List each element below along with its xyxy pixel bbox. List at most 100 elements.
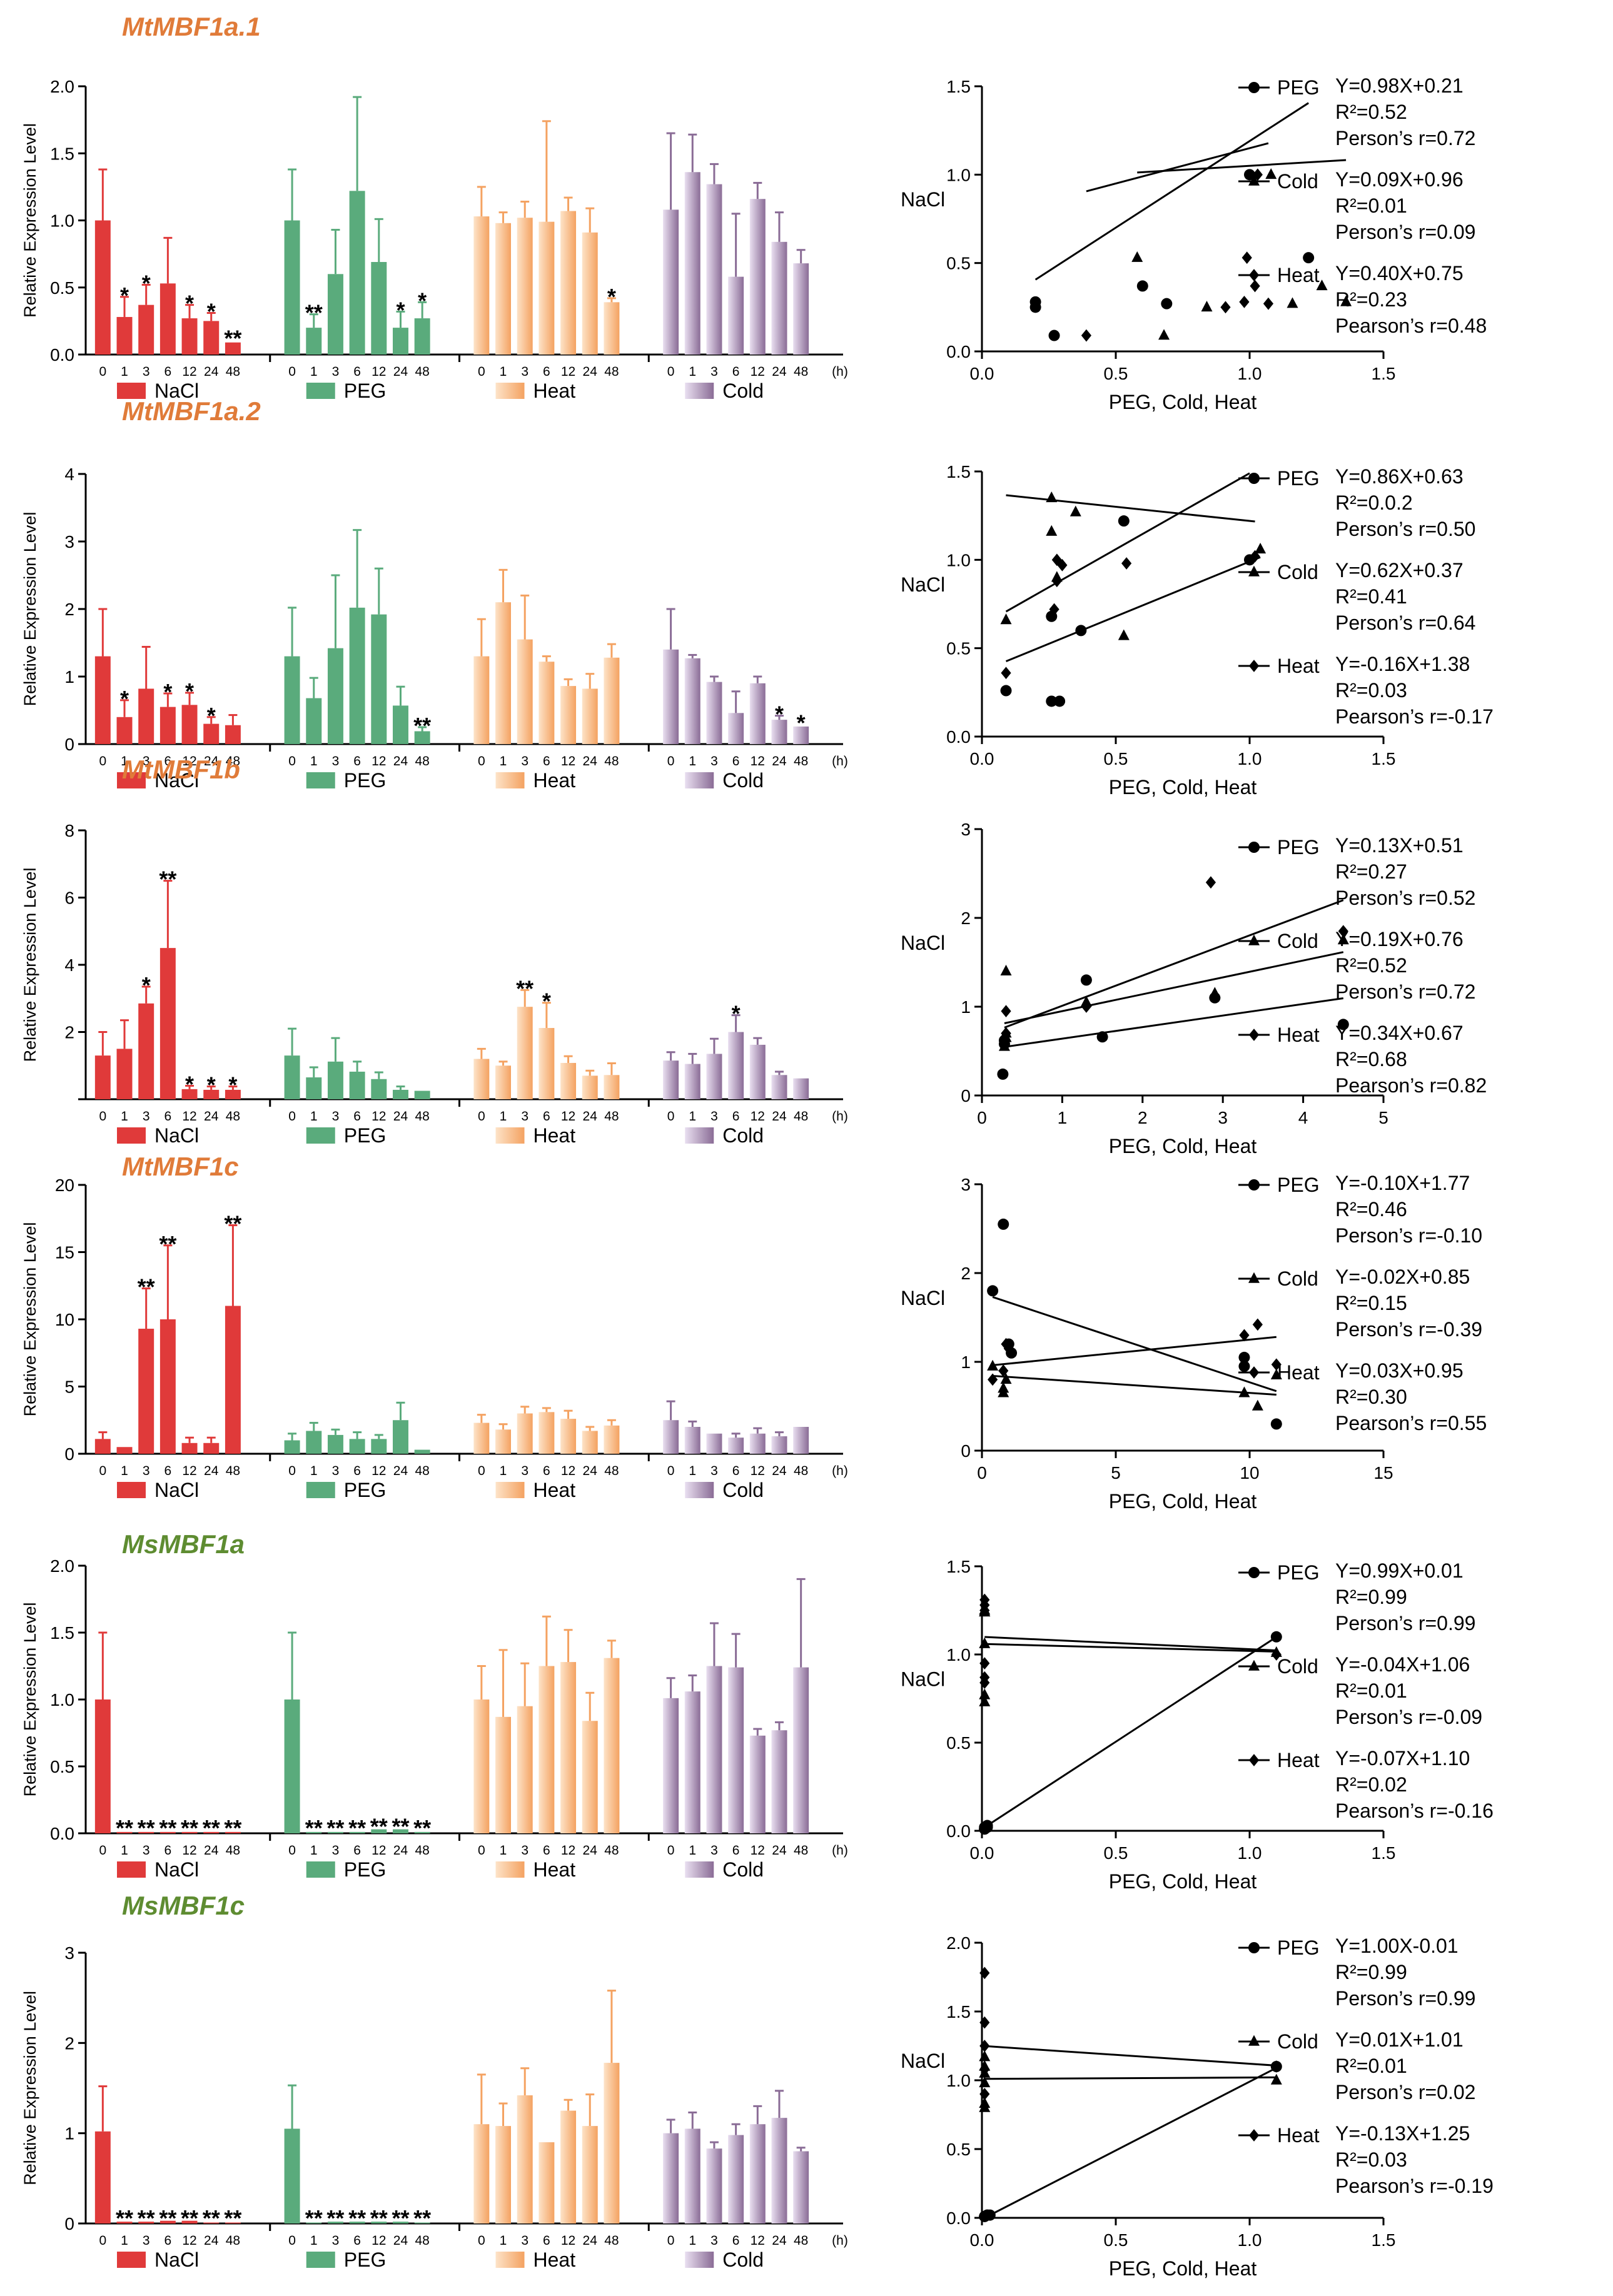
- legend-label: Heat: [1277, 655, 1320, 677]
- diamond-point: [1121, 557, 1132, 570]
- r-squared: R²=0.27: [1335, 860, 1407, 883]
- significance-mark: **: [203, 1815, 220, 1841]
- y-tick-label: 1.5: [946, 2002, 971, 2022]
- x-tick-label: 1: [310, 754, 318, 768]
- x-tick-label: 6: [543, 2233, 550, 2248]
- legend-label: Heat: [533, 380, 576, 402]
- bar: [138, 1003, 154, 1099]
- r-squared: R²=0.68: [1335, 1048, 1407, 1070]
- diamond-point: [1220, 301, 1231, 314]
- y-axis-label: NaCl: [901, 573, 945, 596]
- bar: [793, 726, 809, 744]
- bar: [138, 1831, 154, 1833]
- legend-label: Cold: [722, 1124, 764, 1147]
- legend-swatch: [117, 2252, 146, 2268]
- bar: [371, 261, 387, 355]
- x-tick-label: 12: [182, 1109, 196, 1124]
- y-tick-label: 0.5: [946, 254, 971, 273]
- x-tick-label: 48: [226, 1464, 240, 1478]
- legend-swatch: [495, 772, 525, 788]
- circle-point: [979, 2210, 991, 2222]
- x-tick-label: 6: [732, 1843, 740, 1858]
- triangle-point: [1248, 1272, 1260, 1283]
- x-tick-label: 0: [478, 1464, 485, 1478]
- circle-point: [1270, 1631, 1282, 1643]
- x-tick-label: 6: [164, 2233, 172, 2248]
- y-tick-label: 1.0: [50, 211, 74, 231]
- diamond-point: [1001, 1337, 1011, 1351]
- x-tick-label: 12: [372, 1109, 386, 1124]
- y-tick-label: 0.5: [946, 2140, 971, 2159]
- x-tick-label: 24: [204, 1464, 219, 1478]
- r-squared: R²=0.02: [1335, 1773, 1407, 1796]
- significance-mark: **: [116, 1815, 133, 1841]
- bar: [473, 216, 490, 355]
- triangle-point: [1201, 300, 1213, 312]
- x-tick-label: 1: [500, 1843, 507, 1858]
- x-tick-label: 0.0: [970, 2230, 994, 2250]
- bar: [771, 1075, 787, 1099]
- correlation-coefficient: Person’s r=-0.39: [1335, 1318, 1482, 1341]
- x-unit-label: (h): [832, 2233, 848, 2248]
- significance-mark: **: [370, 2205, 388, 2231]
- significance-mark: *: [607, 284, 616, 310]
- legend-label: Cold: [722, 769, 764, 792]
- x-tick-label: 6: [353, 365, 361, 379]
- x-tick-label: 24: [772, 1464, 787, 1478]
- significance-mark: **: [326, 2205, 344, 2231]
- bar: [327, 1061, 343, 1099]
- x-tick-label: 0: [478, 1109, 485, 1124]
- bar: [203, 723, 220, 744]
- bar: [582, 232, 598, 355]
- x-tick-label: 6: [353, 2233, 361, 2248]
- x-axis-label: PEG, Cold, Heat: [1109, 1135, 1257, 1157]
- diamond-point: [1001, 667, 1011, 680]
- bar: [181, 705, 198, 744]
- r-squared: R²=0.0.2: [1335, 491, 1413, 514]
- gene-title: MtMBF1c: [122, 1152, 239, 1181]
- correlation-coefficient: Pearson’s r=0.48: [1335, 315, 1487, 337]
- bar: [539, 662, 555, 744]
- y-axis-label: NaCl: [901, 2050, 945, 2072]
- x-tick-label: 48: [604, 2233, 619, 2248]
- y-tick-label: 1.5: [50, 144, 74, 163]
- bar: [159, 283, 176, 355]
- legend-label: Cold: [722, 2248, 764, 2271]
- x-tick-label: 12: [751, 1464, 765, 1478]
- x-tick-label: 0: [99, 1843, 106, 1858]
- bar: [706, 184, 722, 355]
- x-tick-label: 3: [143, 754, 150, 768]
- x-tick-label: 12: [372, 2233, 386, 2248]
- legend-label: Cold: [1277, 2030, 1318, 2053]
- x-tick-label: 1: [689, 2233, 696, 2248]
- significance-mark: **: [138, 1274, 155, 1300]
- x-tick-label: 24: [583, 754, 598, 768]
- x-tick-label: 48: [604, 754, 619, 768]
- x-tick-label: 3: [143, 365, 150, 379]
- circle-point: [1248, 1179, 1260, 1191]
- legend-label: PEG: [344, 1858, 387, 1881]
- y-tick-label: 1.0: [946, 165, 971, 184]
- regression-line: [992, 1336, 1277, 1366]
- legend-label: PEG: [344, 2248, 387, 2271]
- bar: [560, 1062, 577, 1099]
- bar: [684, 1427, 700, 1454]
- x-tick-label: 0: [288, 1464, 296, 1478]
- bar: [371, 1829, 387, 1833]
- x-tick-label: 0: [667, 754, 675, 768]
- diamond-point: [1205, 876, 1216, 889]
- correlation-coefficient: Person’s r=-0.09: [1335, 1706, 1482, 1728]
- legend-swatch: [117, 772, 146, 788]
- circle-point: [1248, 842, 1260, 853]
- legend-swatch: [495, 1861, 525, 1878]
- regression-line: [984, 2076, 1277, 2080]
- legend-label: Cold: [722, 1479, 764, 1501]
- legend-label: Heat: [1277, 1361, 1320, 1384]
- x-tick-label: 5: [1378, 1108, 1388, 1127]
- diamond-point: [979, 2088, 990, 2100]
- significance-mark: *: [142, 270, 151, 296]
- x-tick-label: 1.0: [1238, 2230, 1262, 2250]
- x-tick-label: 0: [478, 754, 485, 768]
